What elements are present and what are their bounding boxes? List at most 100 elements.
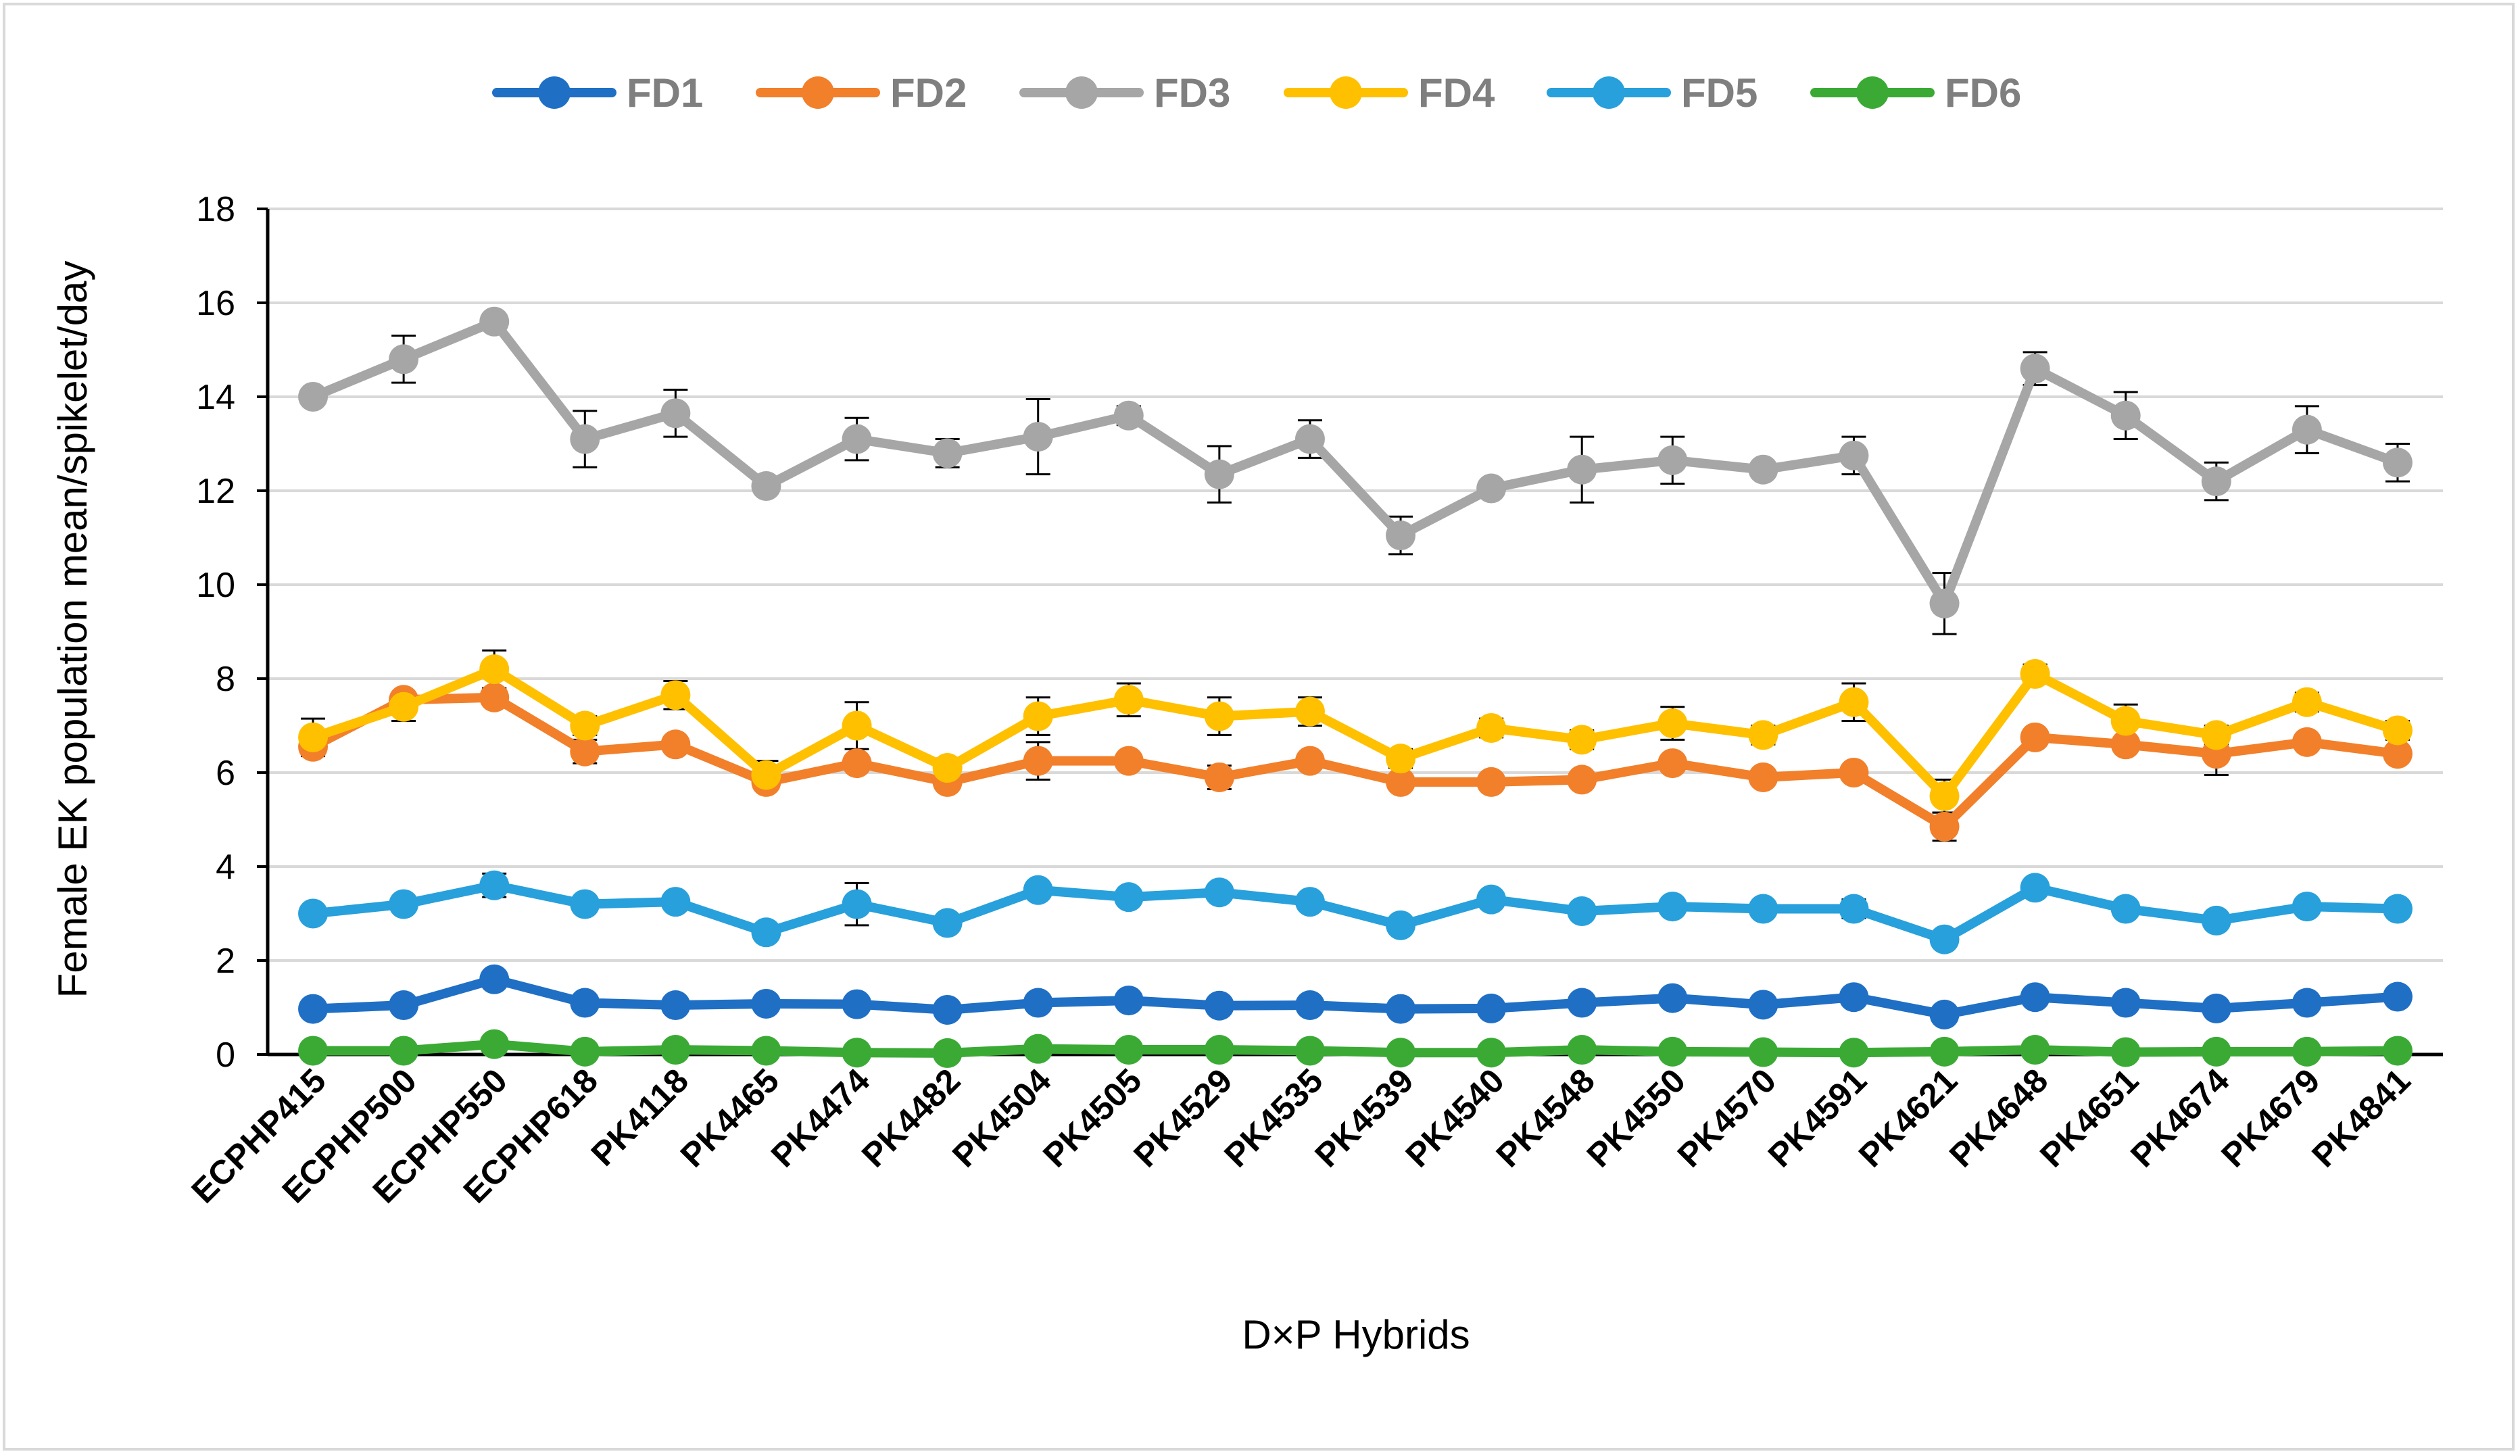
data-point xyxy=(660,729,691,760)
series-line xyxy=(308,692,2402,831)
series-line xyxy=(308,880,2402,944)
data-point xyxy=(1929,811,1960,842)
data-point xyxy=(1113,986,1144,1016)
legend-label: FD5 xyxy=(1681,70,1758,116)
legend-label: FD3 xyxy=(1154,70,1230,116)
data-point xyxy=(751,760,781,790)
data-point xyxy=(298,1036,329,1066)
data-point xyxy=(1204,459,1234,489)
data-point xyxy=(2292,687,2322,717)
data-point xyxy=(2020,354,2050,384)
data-point xyxy=(570,889,600,919)
data-point xyxy=(660,680,691,710)
data-point xyxy=(389,990,419,1021)
series-fd4 xyxy=(298,654,2413,811)
y-tick-label: 10 xyxy=(196,566,235,605)
data-point xyxy=(2292,414,2322,445)
data-point xyxy=(479,964,510,994)
series-line xyxy=(308,664,2402,801)
data-point xyxy=(1657,892,1688,922)
x-category-label: PK4505 xyxy=(1036,1061,1148,1174)
data-point xyxy=(660,990,691,1021)
data-point xyxy=(842,989,872,1019)
x-axis-title: D×P Hybrids xyxy=(1242,1312,1470,1357)
x-category-label: PK4482 xyxy=(854,1061,967,1174)
data-point xyxy=(751,917,781,948)
data-point xyxy=(2110,894,2141,924)
data-point xyxy=(389,344,419,374)
y-tick-label: 6 xyxy=(216,754,235,793)
data-point xyxy=(1567,454,1597,485)
y-tick-label: 2 xyxy=(216,942,235,981)
data-point xyxy=(2201,720,2231,750)
series-fd1 xyxy=(298,964,2413,1029)
data-point xyxy=(1839,687,1869,717)
data-point xyxy=(570,1036,600,1067)
x-category-label: PK4648 xyxy=(1942,1061,2055,1174)
data-point xyxy=(1113,1035,1144,1065)
y-tick-label: 14 xyxy=(196,378,235,417)
data-point xyxy=(389,691,419,722)
data-point xyxy=(2292,727,2322,757)
data-point xyxy=(1748,894,1778,924)
data-point xyxy=(1839,894,1869,924)
data-point xyxy=(1748,762,1778,792)
data-point xyxy=(1204,701,1234,731)
data-point xyxy=(479,870,510,900)
legend: FD1 FD2 FD3 FD4 FD5 FD6 xyxy=(492,70,2021,116)
x-category-label: PK4474 xyxy=(764,1061,877,1175)
data-point xyxy=(2292,892,2322,922)
data-point xyxy=(1294,1036,1325,1066)
data-point xyxy=(1839,758,1869,787)
data-point xyxy=(1567,988,1597,1018)
data-point xyxy=(932,438,963,468)
data-point xyxy=(1657,708,1688,739)
legend-marker xyxy=(538,76,571,109)
data-point xyxy=(1476,884,1507,915)
data-point xyxy=(1657,983,1688,1013)
data-point xyxy=(1113,400,1144,431)
data-point xyxy=(1476,767,1507,797)
data-point xyxy=(2201,1036,2231,1067)
y-tick-label: 18 xyxy=(196,190,235,229)
data-point xyxy=(842,1038,872,1068)
x-category-label: PK4674 xyxy=(2123,1061,2237,1175)
data-point xyxy=(2201,993,2231,1023)
legend-item-fd5: FD5 xyxy=(1547,70,1758,116)
data-point xyxy=(1929,588,1960,618)
x-category-label: PK4548 xyxy=(1489,1061,1602,1174)
y-tick-label: 8 xyxy=(216,660,235,699)
x-category-label: PK4529 xyxy=(1126,1061,1239,1174)
data-point xyxy=(1386,1038,1416,1068)
data-point xyxy=(1748,1037,1778,1067)
data-point xyxy=(298,722,329,752)
series-fd5 xyxy=(298,870,2413,954)
data-point xyxy=(2020,873,2050,903)
legend-item-fd3: FD3 xyxy=(1019,70,1230,116)
gridlines xyxy=(268,208,2443,962)
data-point xyxy=(1657,445,1688,475)
data-point xyxy=(1929,1036,1960,1067)
data-point xyxy=(2382,447,2413,478)
data-point xyxy=(479,306,510,337)
legend-item-fd2: FD2 xyxy=(756,70,967,116)
data-point xyxy=(570,710,600,741)
data-point xyxy=(2292,1036,2322,1067)
data-point xyxy=(1748,990,1778,1020)
data-point xyxy=(1386,994,1416,1024)
data-point xyxy=(2020,722,2050,752)
data-point xyxy=(1023,701,1053,731)
data-point xyxy=(298,994,329,1024)
legend-marker xyxy=(1065,76,1098,109)
data-point xyxy=(1113,882,1144,913)
legend-label: FD2 xyxy=(890,70,967,116)
data-point xyxy=(1476,993,1507,1023)
legend-marker xyxy=(802,76,834,109)
x-category-label: PK4550 xyxy=(1580,1061,1693,1174)
data-point xyxy=(1567,765,1597,795)
chart-frame xyxy=(3,3,2515,1451)
x-category-label: PK4539 xyxy=(1307,1061,1420,1174)
y-tick-label: 0 xyxy=(216,1036,235,1075)
data-point xyxy=(2110,400,2141,431)
